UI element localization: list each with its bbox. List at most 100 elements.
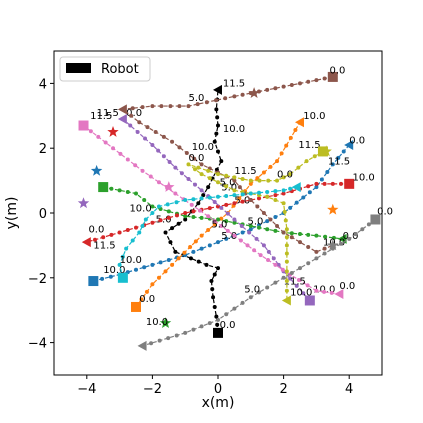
trajectory-10: 11.5 10.0 0.0 <box>93 153 301 283</box>
trajectory-point-5-21 <box>173 165 178 170</box>
trajectory-point-2-9 <box>188 245 193 250</box>
trajectory-point-1-26 <box>301 195 306 200</box>
trajectory-point-7-9 <box>148 174 153 179</box>
trajectory-point-9-30 <box>283 218 288 223</box>
time-label-7-0: 11.5 <box>90 111 112 122</box>
trajectory-point-3-2 <box>117 188 122 193</box>
trajectory-point-3-26 <box>314 233 319 238</box>
trajectory-point-4-22 <box>166 215 171 220</box>
trajectory-point-6-44 <box>268 217 273 222</box>
trajectory-point-4-23 <box>158 218 163 223</box>
trajectory-point-6-19 <box>168 104 173 109</box>
trajectory-point-5-3 <box>288 276 293 281</box>
trajectory-point-5-28 <box>128 123 133 128</box>
trajectory-point-9-16 <box>186 162 191 167</box>
time-label-2-0: 0.0 <box>139 294 155 305</box>
trajectory-point-7-32 <box>322 289 327 294</box>
end-marker-1 <box>344 139 354 150</box>
time-label-0-0: 0.0 <box>220 320 236 331</box>
trajectory-point-7-5 <box>118 151 123 156</box>
trajectory-point-6-25 <box>129 113 134 118</box>
goal-star-2 <box>327 203 339 215</box>
trajectory-point-5-27 <box>135 130 140 134</box>
trajectory-point-5-26 <box>143 136 148 141</box>
trajectory-point-5-14 <box>219 205 224 210</box>
trajectory-point-9-10 <box>240 176 245 181</box>
trajectory-path-6 <box>121 76 334 253</box>
trajectory-point-7-8 <box>140 168 145 173</box>
end-marker-2 <box>295 117 304 128</box>
trajectory-point-5-2 <box>294 283 299 288</box>
trajectory-point-1-29 <box>319 177 324 182</box>
goal-star-4 <box>107 126 119 137</box>
trajectory-point-6-50 <box>314 249 319 254</box>
trajectory-point-1-22 <box>273 215 278 220</box>
trajectory-point-2-19 <box>248 181 253 186</box>
trajectory-point-9-15 <box>196 165 201 170</box>
time-label-9-3: 10.0 <box>290 288 312 299</box>
trajectory-point-4-11 <box>257 196 261 201</box>
trajectory-point-4-2 <box>330 181 335 186</box>
trajectory-point-1-24 <box>288 205 293 210</box>
x-tick-label-3: 2 <box>279 382 287 397</box>
trajectory-point-7-19 <box>225 228 230 233</box>
trajectory-point-8-18 <box>232 306 237 311</box>
trajectory-point-6-15 <box>204 100 209 105</box>
trajectory-point-7-10 <box>156 180 161 185</box>
end-marker-8 <box>137 340 147 351</box>
trajectory-point-0-28 <box>214 131 219 136</box>
trajectory-point-4-1 <box>339 181 343 186</box>
trajectory-point-1-1 <box>100 276 105 281</box>
trajectory-point-0-30 <box>215 115 220 120</box>
trajectory-point-7-22 <box>245 243 250 248</box>
trajectory-point-8-28 <box>149 341 154 346</box>
trajectory-point-9-21 <box>224 184 229 189</box>
trajectory-point-8-2 <box>360 227 365 232</box>
goal-star-3 <box>159 317 172 328</box>
trajectory-point-1-12 <box>191 249 196 254</box>
time-label-10-2: 0.0 <box>188 153 204 164</box>
trajectory-point-0-26 <box>216 149 220 154</box>
trajectory-point-0-16 <box>170 226 175 231</box>
trajectory-point-9-17 <box>193 167 198 172</box>
trajectory-point-9-22 <box>232 188 237 193</box>
trajectory-point-8-9 <box>306 261 311 266</box>
x-tick-label-2: 0 <box>214 382 222 397</box>
trajectory-point-2-2 <box>144 289 149 294</box>
trajectory-point-1-7 <box>150 262 155 267</box>
trajectory-point-8-21 <box>207 321 212 326</box>
start-marker-0 <box>213 327 223 338</box>
trajectory-point-1-8 <box>158 260 163 265</box>
trajectory-point-10-23 <box>273 189 278 194</box>
trajectory-point-4-4 <box>314 181 319 186</box>
trajectory-point-4-9 <box>273 193 278 198</box>
trajectory-point-8-27 <box>157 338 162 343</box>
trajectory-point-5-5 <box>276 262 281 267</box>
end-marker-6 <box>117 104 127 115</box>
trajectory-point-3-1 <box>109 186 114 191</box>
trajectory-point-6-46 <box>281 230 286 235</box>
trajectory-point-2-1 <box>139 297 144 302</box>
trajectory-point-9-1 <box>312 154 317 159</box>
goal-star-7 <box>163 181 175 192</box>
goal-star-9 <box>320 145 332 157</box>
trajectory-point-9-4 <box>288 172 293 177</box>
trajectory-point-0-5 <box>210 287 215 292</box>
trajectory-point-8-16 <box>248 295 253 300</box>
trajectory-point-8-5 <box>339 241 343 246</box>
trajectory-point-6-1 <box>322 76 327 81</box>
time-label-4-2: 0.0 <box>88 224 104 235</box>
time-label-7-1: 5.0 <box>211 220 227 231</box>
start-marker-4 <box>344 178 355 189</box>
trajectory-point-9-32 <box>284 235 289 240</box>
trajectory-point-6-38 <box>232 178 237 183</box>
trajectory-point-7-18 <box>219 223 224 228</box>
trajectory-point-0-31 <box>214 107 219 112</box>
trajectory-point-0-1 <box>215 322 220 327</box>
trajectory-point-0-25 <box>219 159 224 164</box>
trajectory-point-4-14 <box>232 201 237 206</box>
trajectory-point-4-27 <box>125 228 130 233</box>
trajectory-point-2-7 <box>176 256 181 261</box>
trajectory-point-0-17 <box>176 221 181 226</box>
trajectory-point-1-14 <box>207 243 212 248</box>
